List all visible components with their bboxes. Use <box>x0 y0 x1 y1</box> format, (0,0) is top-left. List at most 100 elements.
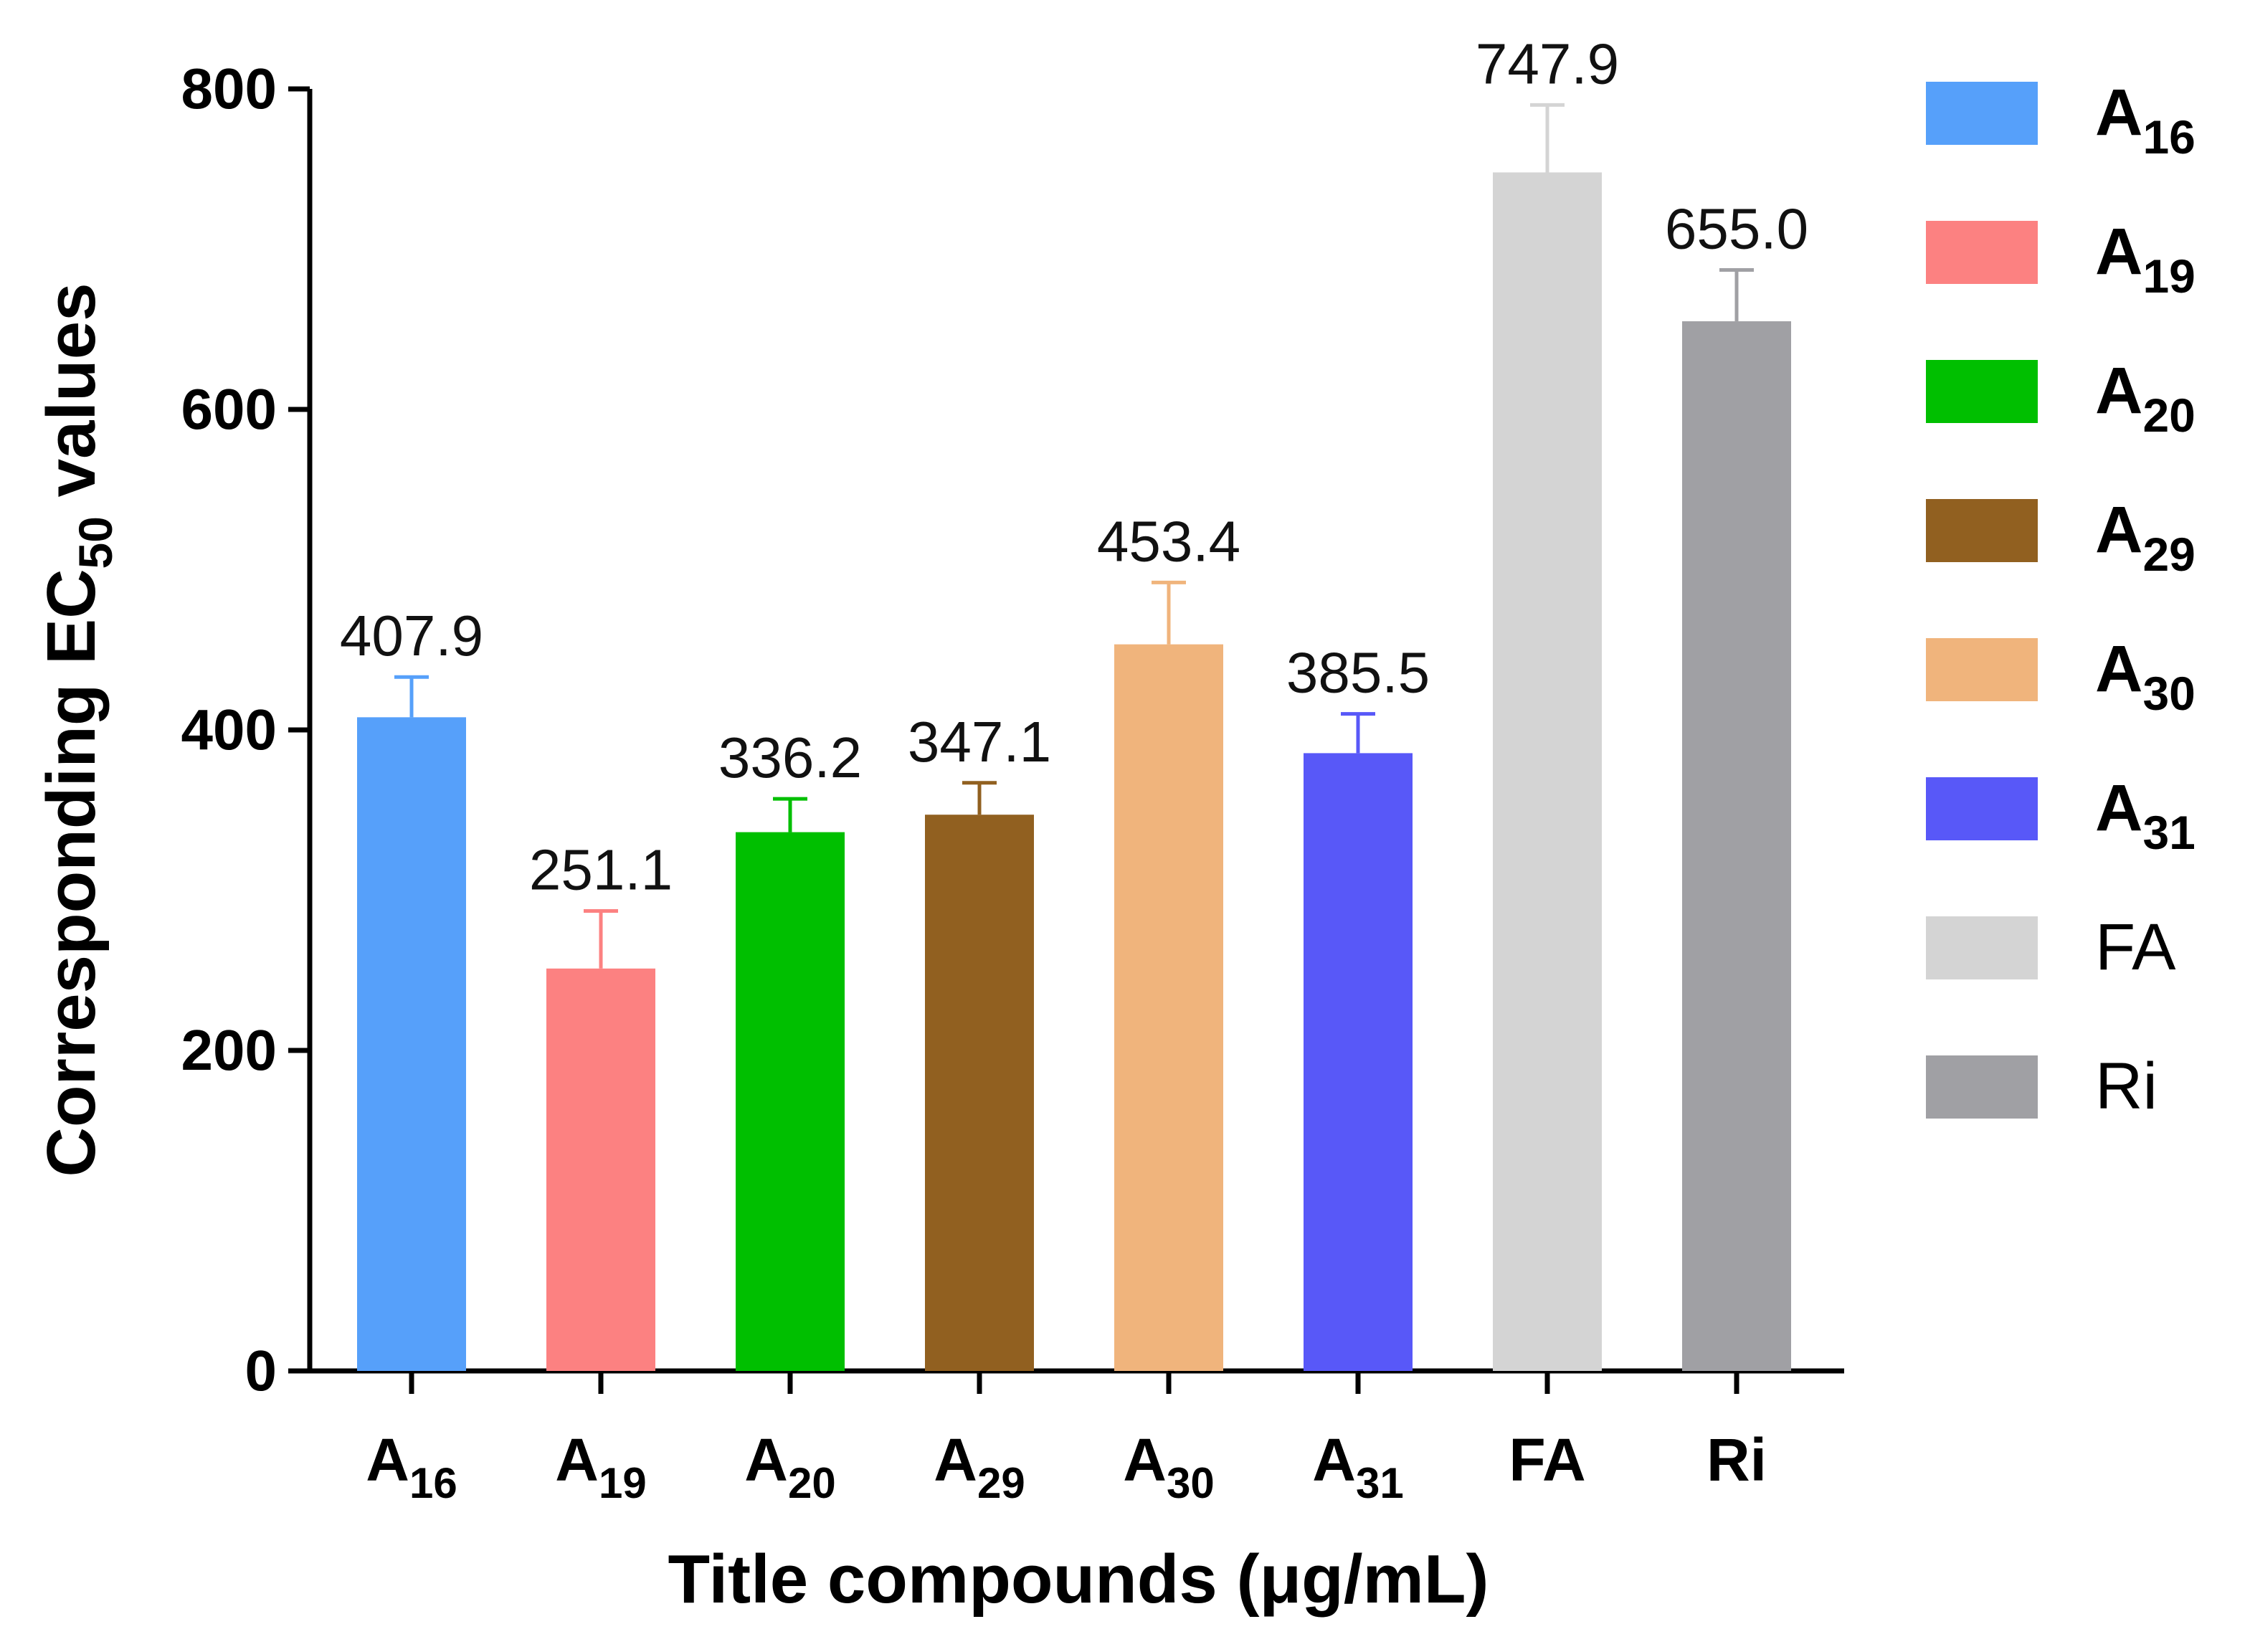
legend-label-subscript: 16 <box>2142 110 2195 163</box>
bar-a29 <box>925 815 1034 1371</box>
x-tick-label-subscript: 30 <box>1167 1459 1215 1507</box>
y-axis-title-subscript: 50 <box>69 516 122 569</box>
x-tick-label: A16 <box>366 1426 457 1507</box>
legend-label-base: A <box>2095 632 2142 706</box>
error-bar-a31 <box>1341 712 1375 754</box>
legend-label-subscript: 19 <box>2142 250 2195 303</box>
legend-item: FA <box>1926 911 2176 984</box>
bar-a30 <box>1114 644 1223 1371</box>
legend-item: A20 <box>1926 354 2196 442</box>
legend-label-base: A <box>2095 76 2142 149</box>
value-label: 453.4 <box>1097 509 1240 573</box>
legend-swatch <box>1926 1055 2038 1119</box>
y-axis-title-text: Corresponding EC <box>33 569 110 1177</box>
error-bar-fa <box>1530 103 1565 173</box>
value-label: 336.2 <box>718 726 862 789</box>
legend-label-subscript: 31 <box>2142 806 2195 859</box>
value-label: 407.9 <box>340 604 483 668</box>
value-label: 251.1 <box>529 838 673 902</box>
value-label: 747.9 <box>1476 32 1619 95</box>
x-tick-label-subscript: 29 <box>977 1459 1025 1507</box>
legend-label: FA <box>2095 911 2176 984</box>
y-tick-label: 400 <box>181 698 277 761</box>
bar-a31 <box>1304 753 1413 1371</box>
error-bar-a19 <box>584 909 618 969</box>
bar-a16 <box>357 717 466 1371</box>
legend-label: A16 <box>2095 76 2196 163</box>
legend-item: A31 <box>1926 772 2196 859</box>
legend-label: A20 <box>2095 354 2196 442</box>
bar-fa <box>1493 172 1602 1372</box>
x-tick-label-subscript: 31 <box>1356 1459 1404 1507</box>
value-labels: 407.9 251.1 336.2 347.1 453.4 385.5 747.9 655.0 <box>340 32 1808 901</box>
error-bars <box>394 103 1754 969</box>
legend-swatch <box>1926 82 2038 145</box>
y-axis-title-suffix: values <box>33 283 110 517</box>
x-tick-label: A19 <box>555 1426 646 1507</box>
legend-swatch <box>1926 777 2038 840</box>
legend-label-base: A <box>2095 215 2142 288</box>
bar-ri <box>1682 321 1791 1372</box>
legend-swatch <box>1926 360 2038 423</box>
x-tick-label: A30 <box>1123 1426 1214 1507</box>
bar-a19 <box>546 968 655 1371</box>
error-bar-a20 <box>773 797 807 832</box>
legend-label: Ri <box>2095 1050 2158 1123</box>
y-tick-label: 800 <box>181 57 277 120</box>
x-axis-label-group: Title compounds (μg/mL) <box>668 1541 1489 1618</box>
legend-swatch <box>1926 916 2038 979</box>
x-tick-label-base: A <box>1312 1426 1356 1494</box>
legend-label: A19 <box>2095 215 2196 303</box>
x-tick-labels: A16 A19 A20 A29 A30 A31 FA Ri <box>366 1426 1767 1507</box>
y-axis-label: Corresponding EC50 values <box>33 283 122 1177</box>
x-tick-label-base: A <box>1123 1426 1167 1494</box>
x-tick-label-base: A <box>555 1426 599 1494</box>
legend-label: A29 <box>2095 493 2196 581</box>
legend-item: A30 <box>1926 632 2196 720</box>
bar-a20 <box>736 832 845 1371</box>
bars <box>357 172 1791 1372</box>
error-bar-a30 <box>1152 580 1186 645</box>
x-tick-label-base: A <box>934 1426 977 1494</box>
legend-swatch <box>1926 499 2038 562</box>
x-tick-label-subscript: 16 <box>409 1459 457 1507</box>
legend-label-base: A <box>2095 493 2142 566</box>
legend-label: A30 <box>2095 632 2196 720</box>
y-tick-label: 600 <box>181 377 277 441</box>
value-label: 347.1 <box>908 710 1051 774</box>
x-tick-label-subscript: 19 <box>599 1459 647 1507</box>
error-bar-a29 <box>962 781 997 815</box>
y-tick-label: 200 <box>181 1018 277 1082</box>
y-tick-label: 0 <box>245 1339 277 1402</box>
legend-label: A31 <box>2095 772 2196 859</box>
x-axis-label: Title compounds (μg/mL) <box>668 1541 1489 1618</box>
x-tick-label-base: A <box>744 1426 788 1494</box>
error-bar-a16 <box>394 675 429 718</box>
legend-swatch <box>1926 221 2038 284</box>
legend-label-subscript: 30 <box>2142 667 2195 720</box>
x-tick-label: FA <box>1509 1426 1585 1494</box>
x-tick-label: A29 <box>934 1426 1025 1507</box>
value-label: 385.5 <box>1286 641 1430 705</box>
value-label: 655.0 <box>1665 197 1808 261</box>
legend-item: A16 <box>1926 76 2196 163</box>
x-tick-label: Ri <box>1707 1426 1767 1494</box>
x-tick-label: A20 <box>744 1426 835 1507</box>
legend-label-base: Ri <box>2095 1050 2158 1123</box>
legend-item: Ri <box>1926 1050 2158 1123</box>
error-bar-ri <box>1719 268 1754 322</box>
x-tick-label: A31 <box>1312 1426 1403 1507</box>
y-axis-title: Corresponding EC50 values <box>33 283 122 1177</box>
legend-label-base: A <box>2095 772 2142 845</box>
legend-label-base: FA <box>2095 911 2176 984</box>
x-tick-label-base: Ri <box>1707 1426 1767 1494</box>
legend-swatch <box>1926 638 2038 701</box>
x-tick-label-base: A <box>366 1426 409 1494</box>
x-tick-label-base: FA <box>1509 1426 1585 1494</box>
legend-label-subscript: 20 <box>2142 389 2195 442</box>
x-tick-label-subscript: 20 <box>788 1459 836 1507</box>
legend-label-base: A <box>2095 354 2142 427</box>
legend-item: A19 <box>1926 215 2196 303</box>
